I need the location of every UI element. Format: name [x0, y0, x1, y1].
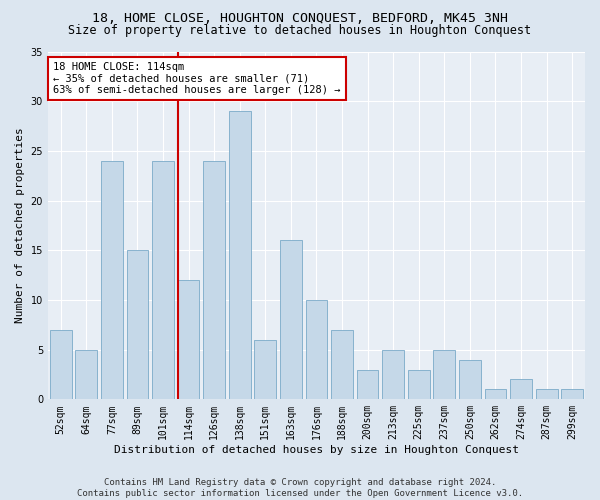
Bar — [357, 370, 379, 400]
Text: Contains HM Land Registry data © Crown copyright and database right 2024.
Contai: Contains HM Land Registry data © Crown c… — [77, 478, 523, 498]
Bar — [331, 330, 353, 400]
Bar — [203, 161, 225, 400]
Bar — [562, 390, 583, 400]
Bar — [433, 350, 455, 400]
Bar — [101, 161, 123, 400]
Bar — [408, 370, 430, 400]
Bar — [127, 250, 148, 400]
Bar — [536, 390, 557, 400]
Bar — [254, 340, 276, 400]
Bar — [459, 360, 481, 400]
Bar — [76, 350, 97, 400]
Bar — [485, 390, 506, 400]
Text: Size of property relative to detached houses in Houghton Conquest: Size of property relative to detached ho… — [68, 24, 532, 37]
Bar — [305, 300, 328, 400]
Bar — [50, 330, 71, 400]
Bar — [280, 240, 302, 400]
Y-axis label: Number of detached properties: Number of detached properties — [15, 128, 25, 324]
Bar — [382, 350, 404, 400]
Text: 18, HOME CLOSE, HOUGHTON CONQUEST, BEDFORD, MK45 3NH: 18, HOME CLOSE, HOUGHTON CONQUEST, BEDFO… — [92, 12, 508, 26]
X-axis label: Distribution of detached houses by size in Houghton Conquest: Distribution of detached houses by size … — [114, 445, 519, 455]
Bar — [152, 161, 174, 400]
Text: 18 HOME CLOSE: 114sqm
← 35% of detached houses are smaller (71)
63% of semi-deta: 18 HOME CLOSE: 114sqm ← 35% of detached … — [53, 62, 341, 95]
Bar — [510, 380, 532, 400]
Bar — [178, 280, 199, 400]
Bar — [229, 111, 251, 400]
